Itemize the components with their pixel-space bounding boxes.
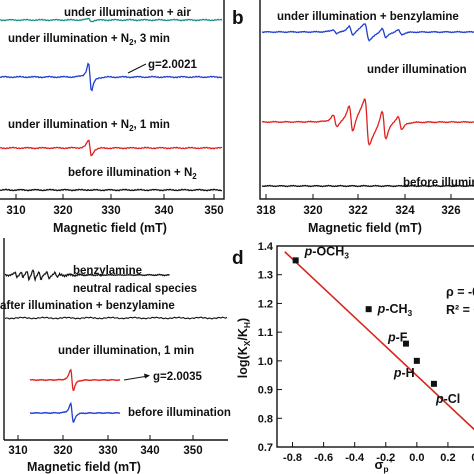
panel-d-x-tick-label: -0.8 — [283, 452, 302, 464]
panel-c-trace-3 — [29, 401, 121, 423]
panel-b-trace-label-1: under illumination + benzylamine — [277, 11, 459, 23]
panel-b-frame — [259, 0, 474, 200]
panel-b-tick-label-320: 320 — [303, 205, 322, 217]
panel-d-point-label-p-CH3: p-CH3 — [377, 302, 413, 318]
panel-d-point-p-H — [413, 357, 420, 364]
panel-d-point-p-OCH3 — [292, 257, 299, 264]
panel-a-trace-label-3: under illumination + N2, 1 min — [8, 119, 170, 133]
panel-d-y-tick-label: 0.8 — [258, 413, 273, 425]
panel-c-trace-label-1: after illumination + benzylamine — [0, 300, 175, 312]
panel-d-rho-label: ρ = -0 — [446, 285, 474, 299]
panel-b-trace-3 — [261, 184, 474, 188]
panel-d-y-tick-label: 0.9 — [258, 385, 273, 397]
panel-d-fit-line — [284, 251, 474, 431]
panel-d-y-tick-label: 1.0 — [258, 356, 273, 368]
panel-d-axes: -0.8 -0.6 -0.4 -0.2 0.0 0.2 0.4 0.7 0.8 0.9 1.0 1.1… — [258, 241, 474, 464]
panel-a-tick-label-320: 320 — [53, 205, 72, 217]
panel-d-y-tick-label: 1.1 — [258, 327, 273, 339]
panel-a: under illumination + air under illuminat… — [0, 0, 225, 235]
panel-d-point-label-p-H: p-H — [393, 366, 415, 380]
panel-c-trace-2 — [29, 368, 121, 392]
panel-c-baseline-1 — [4, 316, 228, 320]
panel-d: d -0.8 -0.6 -0.4 -0.2 0.0 0.2 0.4 0.7 0.8 0.9 1.0 1… — [232, 241, 474, 474]
panel-a-trace-4 — [0, 188, 222, 192]
panel-c-trace-label-3: before illumination — [128, 407, 231, 419]
panel-a-tick-label-340: 340 — [154, 205, 173, 217]
panel-c-tick-label-340: 340 — [140, 445, 159, 457]
panel-a-trace-1 — [0, 17, 223, 23]
panel-d-point-label-p-F: p-F — [387, 331, 408, 345]
panel-d-x-tick-label: -0.6 — [314, 452, 333, 464]
panel-d-y-tick-label: 0.7 — [258, 442, 273, 454]
panel-d-letter: d — [232, 248, 244, 269]
panel-b-trace-label-3: before illumination — [403, 177, 474, 189]
panel-b-tick-label-318: 318 — [256, 205, 276, 217]
panel-c: benzylamine neutral radical species afte… — [0, 238, 231, 474]
panel-c-trace-1 — [5, 269, 170, 283]
panel-c-tick-label-330: 330 — [98, 445, 117, 457]
panel-b-tick-label-322: 322 — [348, 205, 367, 217]
panel-b-x-ticks — [265, 194, 452, 199]
panel-d-y-tick-label: 1.3 — [258, 270, 273, 282]
panel-c-trace-label-2: under illumination, 1 min — [58, 345, 194, 357]
panel-c-tick-label-310: 310 — [8, 445, 27, 457]
panel-a-trace-2 — [0, 62, 223, 92]
panel-d-x-tick-label: 0.0 — [409, 452, 424, 464]
panel-c-g-annotation: g=2.0035 — [153, 371, 203, 383]
panel-a-traces — [0, 17, 223, 192]
panel-d-point-p-CH3 — [365, 306, 372, 313]
panel-c-x-axis-label: Magnetic field (mT) — [27, 460, 141, 474]
panel-a-tick-label-330: 330 — [101, 205, 120, 217]
panel-d-y-axis-label: log(KX/KH) — [236, 318, 252, 378]
panel-b-tick-label-324: 324 — [395, 205, 415, 217]
panel-a-x-ticks — [15, 194, 215, 199]
panel-b-x-axis-label: Magnetic field (mT) — [308, 221, 422, 235]
panel-d-point-label-p-Cl: p-Cl — [435, 392, 460, 406]
panel-d-points: p-OCH3 p-CH3 p-F p-H p-Cl — [292, 244, 460, 406]
panel-d-x-axis-label: σp+ — [374, 455, 393, 474]
panel-a-x-axis-label: Magnetic field (mT) — [53, 221, 167, 235]
panel-c-x-ticks — [17, 435, 194, 440]
panel-a-g-pointer — [127, 63, 147, 74]
panel-d-r2-label: R² = 0 — [446, 303, 474, 317]
panel-a-trace-label-1: under illumination + air — [64, 7, 191, 19]
panel-c-traces — [4, 269, 228, 423]
panel-d-point-p-Cl — [430, 380, 437, 387]
panel-a-trace-label-4: before illumination + N2 — [68, 167, 197, 181]
panel-c-g-arrowhead — [144, 373, 150, 379]
panel-a-g-annotation: g=2.0021 — [148, 59, 198, 71]
panel-a-tick-label-310: 310 — [6, 205, 25, 217]
panel-b-trace-1 — [261, 23, 474, 42]
panel-c-species-label-2: neutral radical species — [73, 283, 197, 295]
panel-b-traces — [261, 23, 474, 188]
panel-c-species-label-1: benzylamine — [73, 265, 142, 277]
panel-d-point-label-p-OCH3: p-OCH3 — [304, 244, 350, 260]
panel-c-tick-label-350: 350 — [183, 445, 202, 457]
panel-a-tick-label-350: 350 — [204, 205, 223, 217]
panel-d-y-tick-label: 1.2 — [258, 298, 273, 310]
panel-d-y-tick-label: 1.4 — [258, 241, 274, 253]
panel-d-x-tick-label: 0.4 — [471, 452, 474, 464]
panel-c-tick-label-320: 320 — [53, 445, 72, 457]
panel-b-letter: b — [232, 8, 244, 29]
panel-d-frame — [276, 245, 474, 448]
panel-c-g-arrow — [123, 375, 149, 381]
panel-d-x-tick-label: -0.2 — [376, 452, 395, 464]
panel-d-x-tick-label: -0.4 — [345, 452, 365, 464]
panel-a-trace-3 — [0, 139, 223, 157]
panel-b: b under illumination + benzylamine under… — [232, 0, 474, 235]
panel-d-point-p-F — [402, 340, 409, 347]
panel-b-tick-label-326: 326 — [441, 205, 460, 217]
panel-d-x-tick-label: 0.2 — [440, 452, 455, 464]
panel-b-trace-label-2: under illumination — [367, 64, 467, 76]
panel-b-trace-2 — [261, 98, 474, 146]
panel-a-trace-label-2: under illumination + N2, 3 min — [8, 33, 170, 47]
